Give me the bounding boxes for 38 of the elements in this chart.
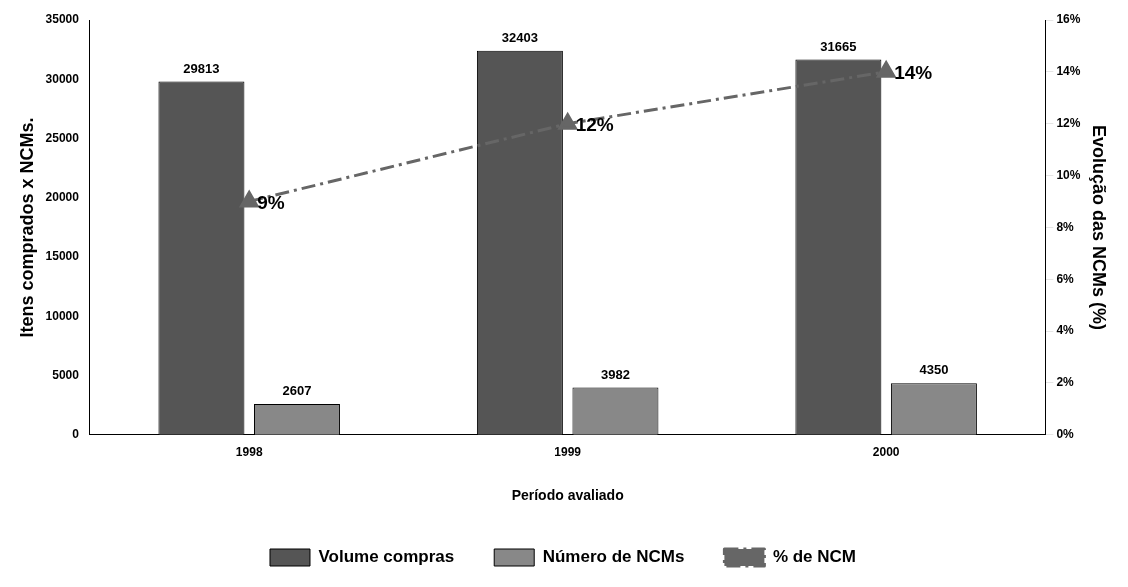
- y2-tick-label: 0%: [1056, 427, 1075, 442]
- data-label: 2607: [282, 382, 312, 398]
- data-label: 31665: [820, 38, 857, 54]
- y-tick-label: 25000: [45, 130, 80, 145]
- legend-label: Número de NCMs: [542, 547, 685, 567]
- data-label: 12%: [575, 113, 614, 135]
- data-label: 4350: [919, 362, 949, 378]
- y2-axis-title: Evolução das NCMs (%): [1089, 124, 1110, 330]
- y2-tick-label: 2%: [1056, 375, 1075, 390]
- y2-tick-label: 8%: [1056, 219, 1075, 234]
- legend-label: Volume compras: [318, 547, 455, 567]
- y-tick-label: 35000: [45, 12, 80, 27]
- x-tick-label: 1999: [554, 445, 582, 460]
- y-tick-label: 10000: [45, 308, 80, 323]
- y2-tick-label: 14%: [1056, 64, 1081, 79]
- y2-tick-label: 6%: [1056, 271, 1075, 286]
- y-tick-label: 5000: [52, 367, 80, 382]
- y-tick-label: 20000: [45, 190, 80, 205]
- y-tick-label: 30000: [45, 71, 80, 86]
- data-label: 3982: [600, 366, 630, 382]
- point: [876, 61, 896, 78]
- data-label: 14%: [894, 62, 933, 84]
- y-axis-title: Itens comprados x NCMs.: [16, 117, 37, 338]
- point: [558, 113, 577, 130]
- x-tick-label: 2000: [872, 445, 900, 460]
- x-tick-label: 1998: [235, 445, 263, 460]
- y2-tick-label: 16%: [1056, 12, 1081, 27]
- data-label: 9%: [257, 191, 285, 213]
- y2-tick-label: 10%: [1056, 167, 1081, 182]
- y-tick-label: 15000: [45, 249, 80, 264]
- data-label: 29813: [183, 60, 220, 76]
- data-label: 32403: [501, 29, 538, 45]
- y2-tick-label: 12%: [1056, 116, 1081, 131]
- x-axis-title: Período avaliado: [511, 487, 624, 504]
- point: [239, 190, 259, 208]
- y-tick-label: 0: [72, 427, 80, 442]
- legend-label: % de NCM: [772, 547, 857, 567]
- y2-tick-label: 4%: [1056, 323, 1075, 338]
